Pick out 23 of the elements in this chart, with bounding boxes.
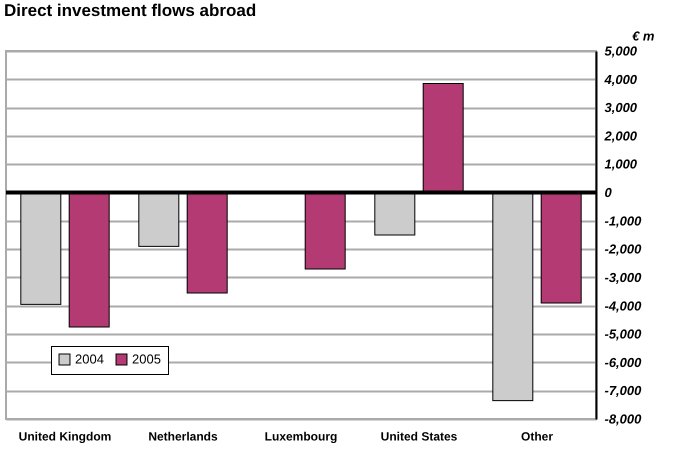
y-tick-label: 1,000 <box>604 156 638 172</box>
y-tick-label: -7,000 <box>604 383 642 398</box>
x-tick-label: Netherlands <box>148 430 218 444</box>
y-tick-label: 5,000 <box>604 44 638 58</box>
y-tick-label: 2,000 <box>604 128 638 144</box>
y-tick-label: -4,000 <box>604 298 642 314</box>
y-tick-label: -2,000 <box>604 242 642 257</box>
x-tick-label: United Kingdom <box>18 430 112 444</box>
y-tick-label: -1,000 <box>604 213 642 228</box>
chart-title: Direct investment flows abroad <box>4 1 256 20</box>
x-tick-label: Luxembourg <box>264 430 338 444</box>
y-tick-label: -8,000 <box>604 412 642 426</box>
legend-label: 2005 <box>132 352 161 367</box>
y-tick-label: -6,000 <box>604 354 642 370</box>
y-tick-label: -5,000 <box>604 326 642 342</box>
y-axis-title: € m <box>632 28 655 44</box>
y-tick-label: 4,000 <box>604 72 638 87</box>
y-tick-label: 0 <box>604 185 612 200</box>
y-tick-label: -3,000 <box>604 270 642 285</box>
x-tick-label: United States <box>380 430 458 444</box>
legend-label: 2004 <box>75 352 104 367</box>
x-tick-label: Other <box>520 430 554 444</box>
y-tick-label: 3,000 <box>604 100 638 116</box>
